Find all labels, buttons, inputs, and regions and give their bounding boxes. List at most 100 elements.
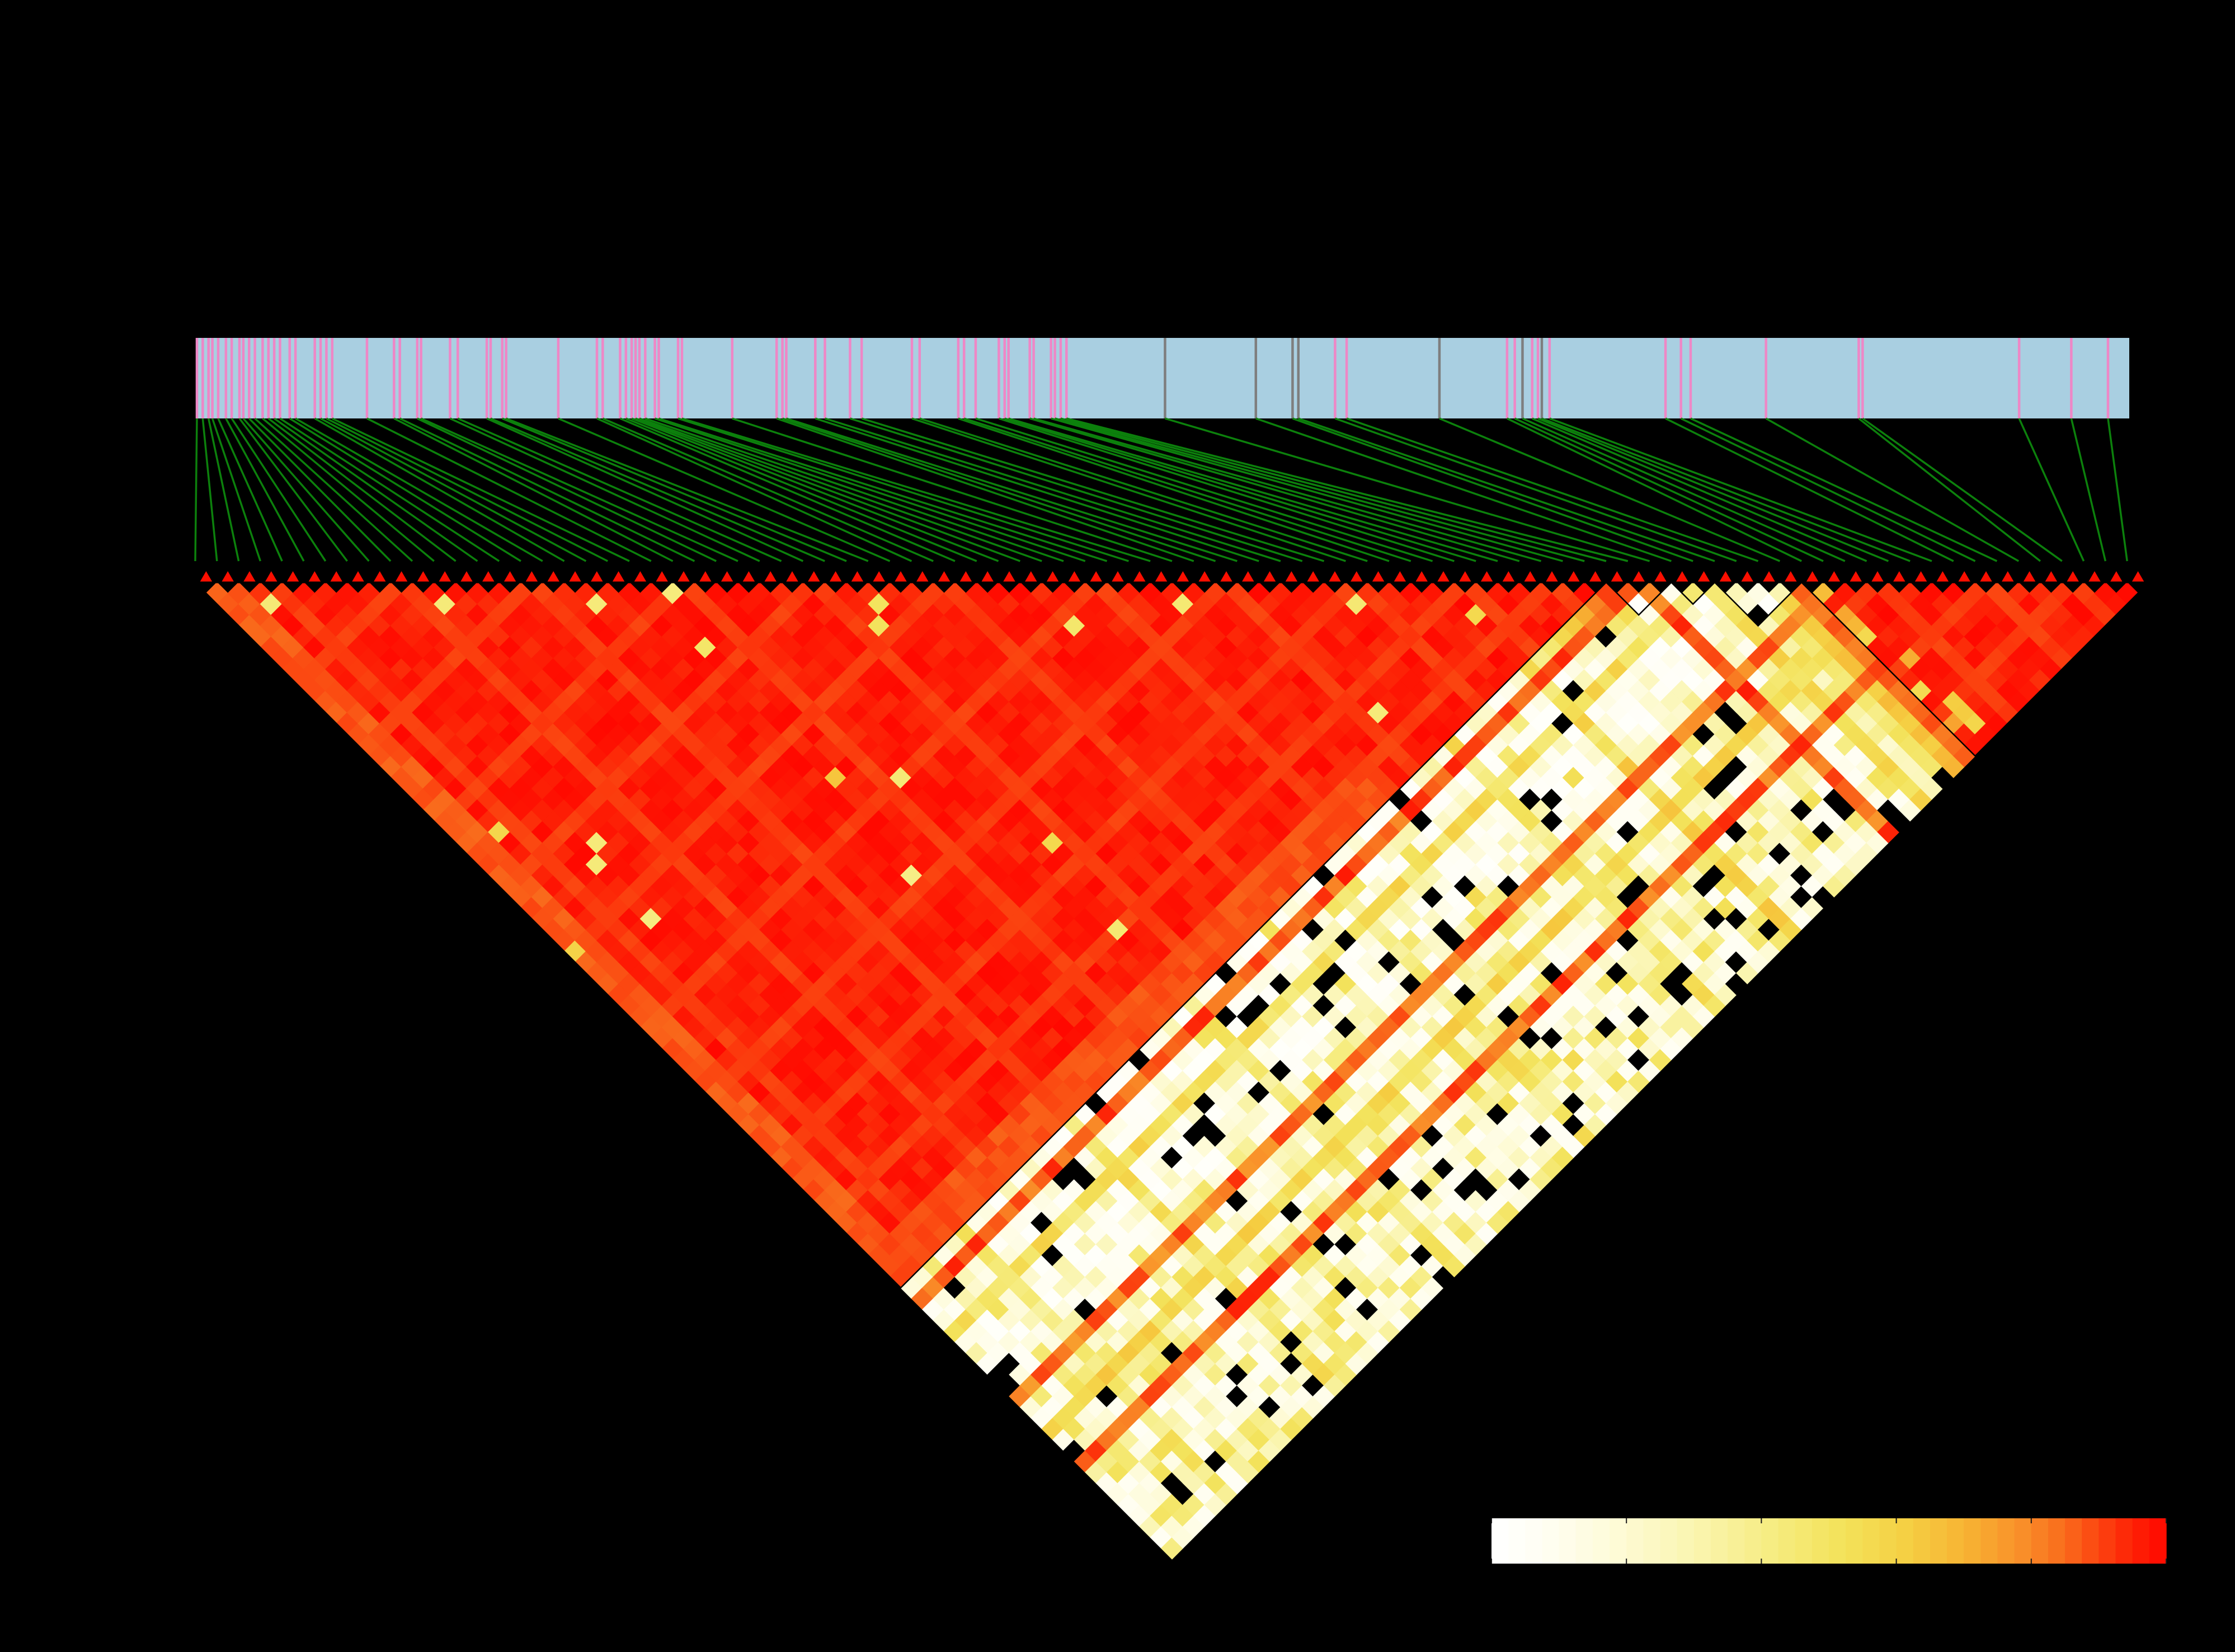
- snp-connector-line: [486, 417, 804, 562]
- legend-color-step: [2149, 1518, 2167, 1564]
- snp-arrowhead-icon: [2067, 571, 2079, 582]
- snp-connector-line: [1060, 417, 1607, 562]
- snp-connector-line: [457, 417, 782, 562]
- snp-connector-line: [225, 418, 305, 562]
- snp-arrowhead-icon: [721, 571, 733, 582]
- legend-color-step: [2048, 1518, 2065, 1564]
- color-scale-legend: [1491, 1518, 2167, 1564]
- snp-connector-line: [2107, 418, 2128, 562]
- snp-arrowhead-icon: [1589, 571, 1602, 582]
- legend-color-step: [1693, 1518, 1711, 1564]
- snp-arrowhead-icon: [417, 571, 430, 582]
- snp-connector-line: [238, 417, 348, 562]
- legend-color-step: [1559, 1518, 1577, 1564]
- legend-color-step: [1811, 1518, 1829, 1564]
- snp-arrowhead-icon: [460, 571, 473, 582]
- snp-connector-line: [815, 417, 1259, 562]
- snp-connector-line: [919, 417, 1368, 562]
- legend-color-step: [2098, 1518, 2116, 1564]
- snp-connector-line: [998, 417, 1455, 562]
- snp-arrowhead-icon: [1458, 571, 1471, 582]
- snp-connector-line: [1004, 417, 1476, 562]
- snp-connector-line: [631, 417, 999, 562]
- snp-arrowhead-icon: [395, 571, 408, 582]
- snp-connector-line: [393, 417, 674, 562]
- snp-connector-line: [1051, 417, 1563, 562]
- snp-connector-line: [776, 417, 1194, 562]
- snp-arrowhead-icon: [330, 571, 343, 582]
- snp-connector-line: [1549, 417, 1932, 562]
- snp-connector-line: [658, 417, 1108, 562]
- snp-connector-line: [1862, 417, 2063, 562]
- snp-connector-line: [782, 417, 1216, 562]
- snp-arrowhead-icon: [352, 571, 364, 582]
- snp-arrowhead-icon: [1893, 571, 1905, 582]
- snp-arrowhead-icon: [1828, 571, 1841, 582]
- legend-color-step: [2082, 1518, 2100, 1564]
- snp-arrowhead-icon: [1980, 571, 1992, 582]
- snp-connector-line: [677, 417, 1129, 562]
- snp-connector-line: [825, 417, 1281, 562]
- snp-arrowhead-icon: [895, 571, 907, 582]
- snp-arrowhead-icon: [373, 571, 386, 582]
- snp-connector-line: [1858, 417, 2041, 562]
- snp-arrowhead-icon: [1676, 571, 1688, 582]
- snp-connector-line: [602, 417, 934, 562]
- snp-connector-line: [963, 417, 1411, 562]
- snp-connector-line: [2070, 418, 2107, 562]
- legend-color-step: [1947, 1518, 1964, 1564]
- snp-arrowhead-icon: [1285, 571, 1298, 582]
- snp-arrowhead-icon: [2088, 571, 2101, 582]
- snp-connector-line: [399, 417, 695, 562]
- snp-connector-line: [1164, 417, 1650, 562]
- snp-connector-line: [849, 417, 1303, 562]
- snp-arrowhead-icon: [1329, 571, 1341, 582]
- snp-connector-line: [619, 417, 956, 562]
- snp-arrowhead-icon: [569, 571, 581, 582]
- snp-connector-line: [1532, 417, 1867, 562]
- legend-color-step: [1997, 1518, 2015, 1564]
- snp-arrowhead-icon: [1719, 571, 1732, 582]
- snp-arrowhead-icon: [1871, 571, 1884, 582]
- snp-arrowhead-icon: [1567, 571, 1580, 582]
- snp-arrowhead-icon: [1241, 571, 1254, 582]
- snp-connector-line: [861, 417, 1325, 562]
- snp-connector-line: [420, 417, 738, 562]
- snp-connector-line: [295, 417, 543, 562]
- snp-connector-line: [732, 417, 1173, 562]
- snp-arrowhead-icon: [504, 571, 516, 582]
- snp-arrowhead-icon: [677, 571, 690, 582]
- snp-arrowhead-icon: [1068, 571, 1081, 582]
- snp-connector-line: [1346, 417, 1759, 562]
- legend-color-step: [1964, 1518, 1982, 1564]
- snp-arrowhead-icon: [612, 571, 625, 582]
- legend-color-step: [1930, 1518, 1947, 1564]
- snp-connector-line: [262, 417, 435, 562]
- snp-arrowhead-icon: [2132, 571, 2144, 582]
- snp-arrowhead-icon: [699, 571, 712, 582]
- snp-arrowhead-icon: [1415, 571, 1428, 582]
- snp-arrowhead-icon: [2001, 571, 2014, 582]
- snp-connector-line: [1255, 417, 1672, 562]
- legend-color-step: [1980, 1518, 1998, 1564]
- snp-arrowhead-icon: [1546, 571, 1558, 582]
- legend-color-step: [1778, 1518, 1796, 1564]
- legend-color-step: [1677, 1518, 1695, 1564]
- snp-connector-line: [1665, 417, 1954, 562]
- genomic-position-bar: [195, 338, 2129, 418]
- snp-connector-line: [1514, 417, 1824, 562]
- snp-connector-line: [655, 417, 1086, 562]
- snp-arrowhead-icon: [1936, 571, 1949, 582]
- snp-arrowhead-icon: [786, 571, 798, 582]
- snp-connector-line: [502, 417, 847, 562]
- snp-arrowhead-icon: [590, 571, 603, 582]
- ld-matrix: [205, 582, 2139, 1560]
- snp-arrowhead-icon: [265, 571, 277, 582]
- snp-connector-line: [1765, 417, 2020, 562]
- snp-arrowhead-icon: [1524, 571, 1537, 582]
- legend-color-step: [1592, 1518, 1610, 1564]
- snp-arrowhead-icon: [1024, 571, 1037, 582]
- snp-connector-line: [289, 417, 521, 562]
- snp-arrowhead-icon: [547, 571, 560, 582]
